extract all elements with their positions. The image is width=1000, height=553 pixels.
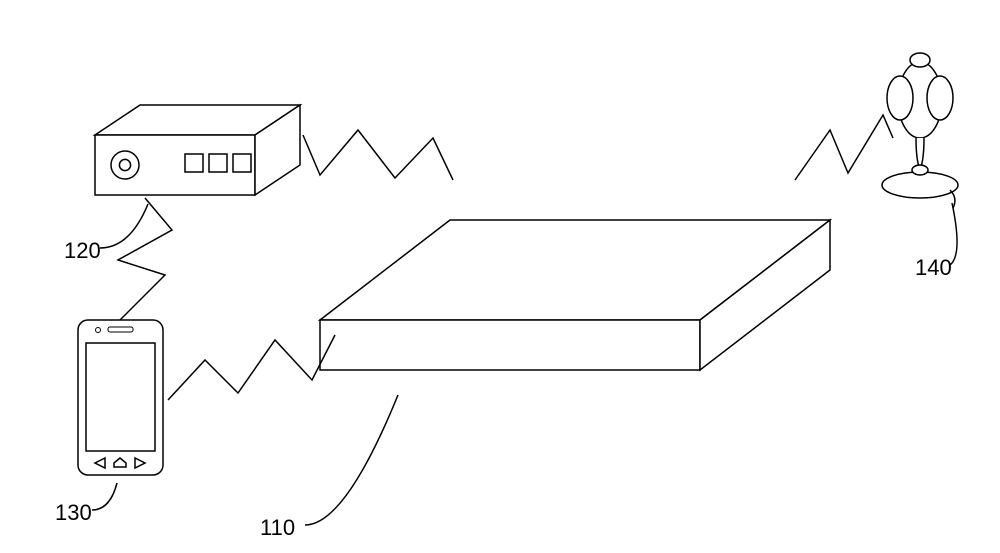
edge-e2 [118, 198, 172, 320]
node-phone: 130 [55, 320, 163, 525]
node-camera: 140 [882, 53, 958, 280]
diagram-canvas: 110 120 130 140 [0, 0, 1000, 553]
node-box: 120 [64, 105, 300, 263]
edge-e3 [168, 335, 335, 400]
label-camera: 140 [915, 255, 952, 280]
label-box: 120 [64, 238, 101, 263]
node-slab: 110 [260, 220, 830, 540]
label-phone: 130 [55, 500, 92, 525]
label-slab: 110 [260, 515, 295, 540]
edge-e4 [795, 115, 893, 180]
edge-e1 [303, 130, 453, 180]
